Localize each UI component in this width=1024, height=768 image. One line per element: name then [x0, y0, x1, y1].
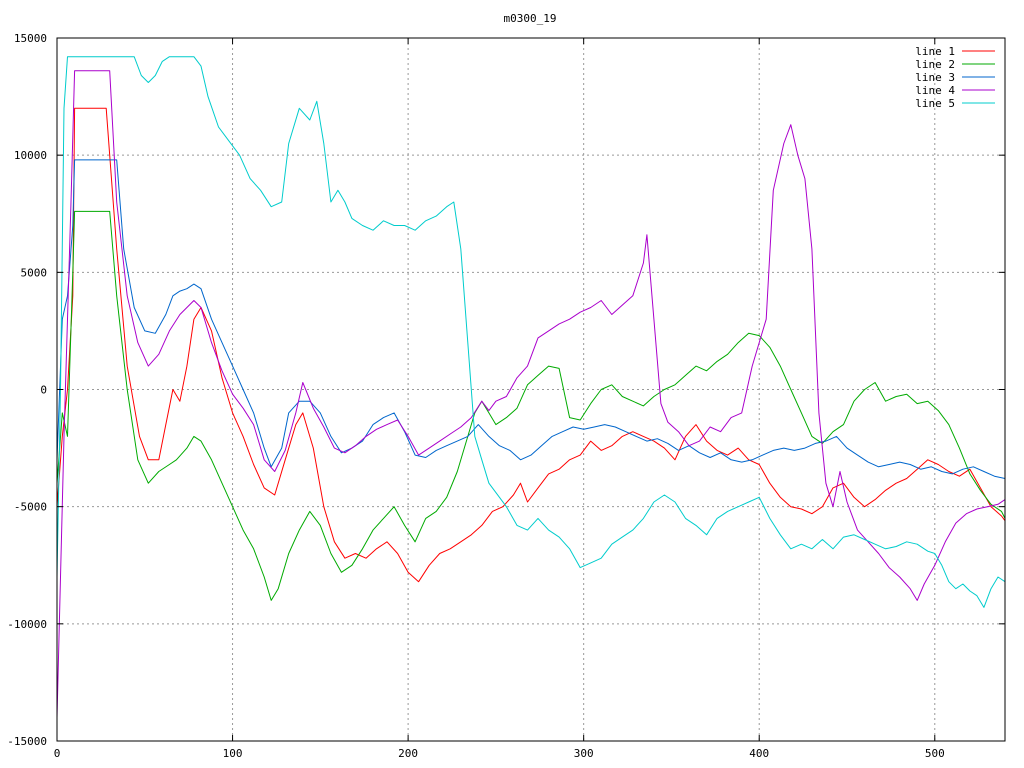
- x-tick-label: 300: [574, 747, 594, 760]
- x-tick-label: 500: [925, 747, 945, 760]
- series-line-1: [56, 107, 1006, 583]
- series-line-4: [56, 70, 1006, 718]
- series-line-5: [56, 56, 1006, 608]
- y-tick-label: -5000: [14, 501, 47, 514]
- y-tick-label: -15000: [7, 735, 47, 748]
- axis-ticks: -15000 -10000 -5000 0 5000 10000 15000 0 100 200 3…: [7, 32, 1005, 760]
- legend-label: line 3: [915, 71, 955, 84]
- legend-label: line 5: [915, 97, 955, 110]
- legend-label: line 4: [915, 84, 955, 97]
- y-tick-label: 0: [40, 384, 47, 397]
- series-layer: [56, 56, 1006, 718]
- x-tick-label: 100: [223, 747, 243, 760]
- y-tick-label: -10000: [7, 618, 47, 631]
- y-tick-label: 15000: [14, 32, 47, 45]
- y-tick-label: 5000: [21, 266, 48, 279]
- x-tick-label: 400: [749, 747, 769, 760]
- chart-title: m0300_19: [504, 12, 557, 25]
- series-line-3: [56, 159, 1006, 479]
- legend-label: line 2: [915, 58, 955, 71]
- x-tick-label: 0: [54, 747, 61, 760]
- x-tick-label: 200: [398, 747, 418, 760]
- legend-label: line 1: [915, 45, 955, 58]
- grid-lines: [57, 38, 1005, 741]
- y-tick-label: 10000: [14, 149, 47, 162]
- series-line-2: [56, 210, 1006, 601]
